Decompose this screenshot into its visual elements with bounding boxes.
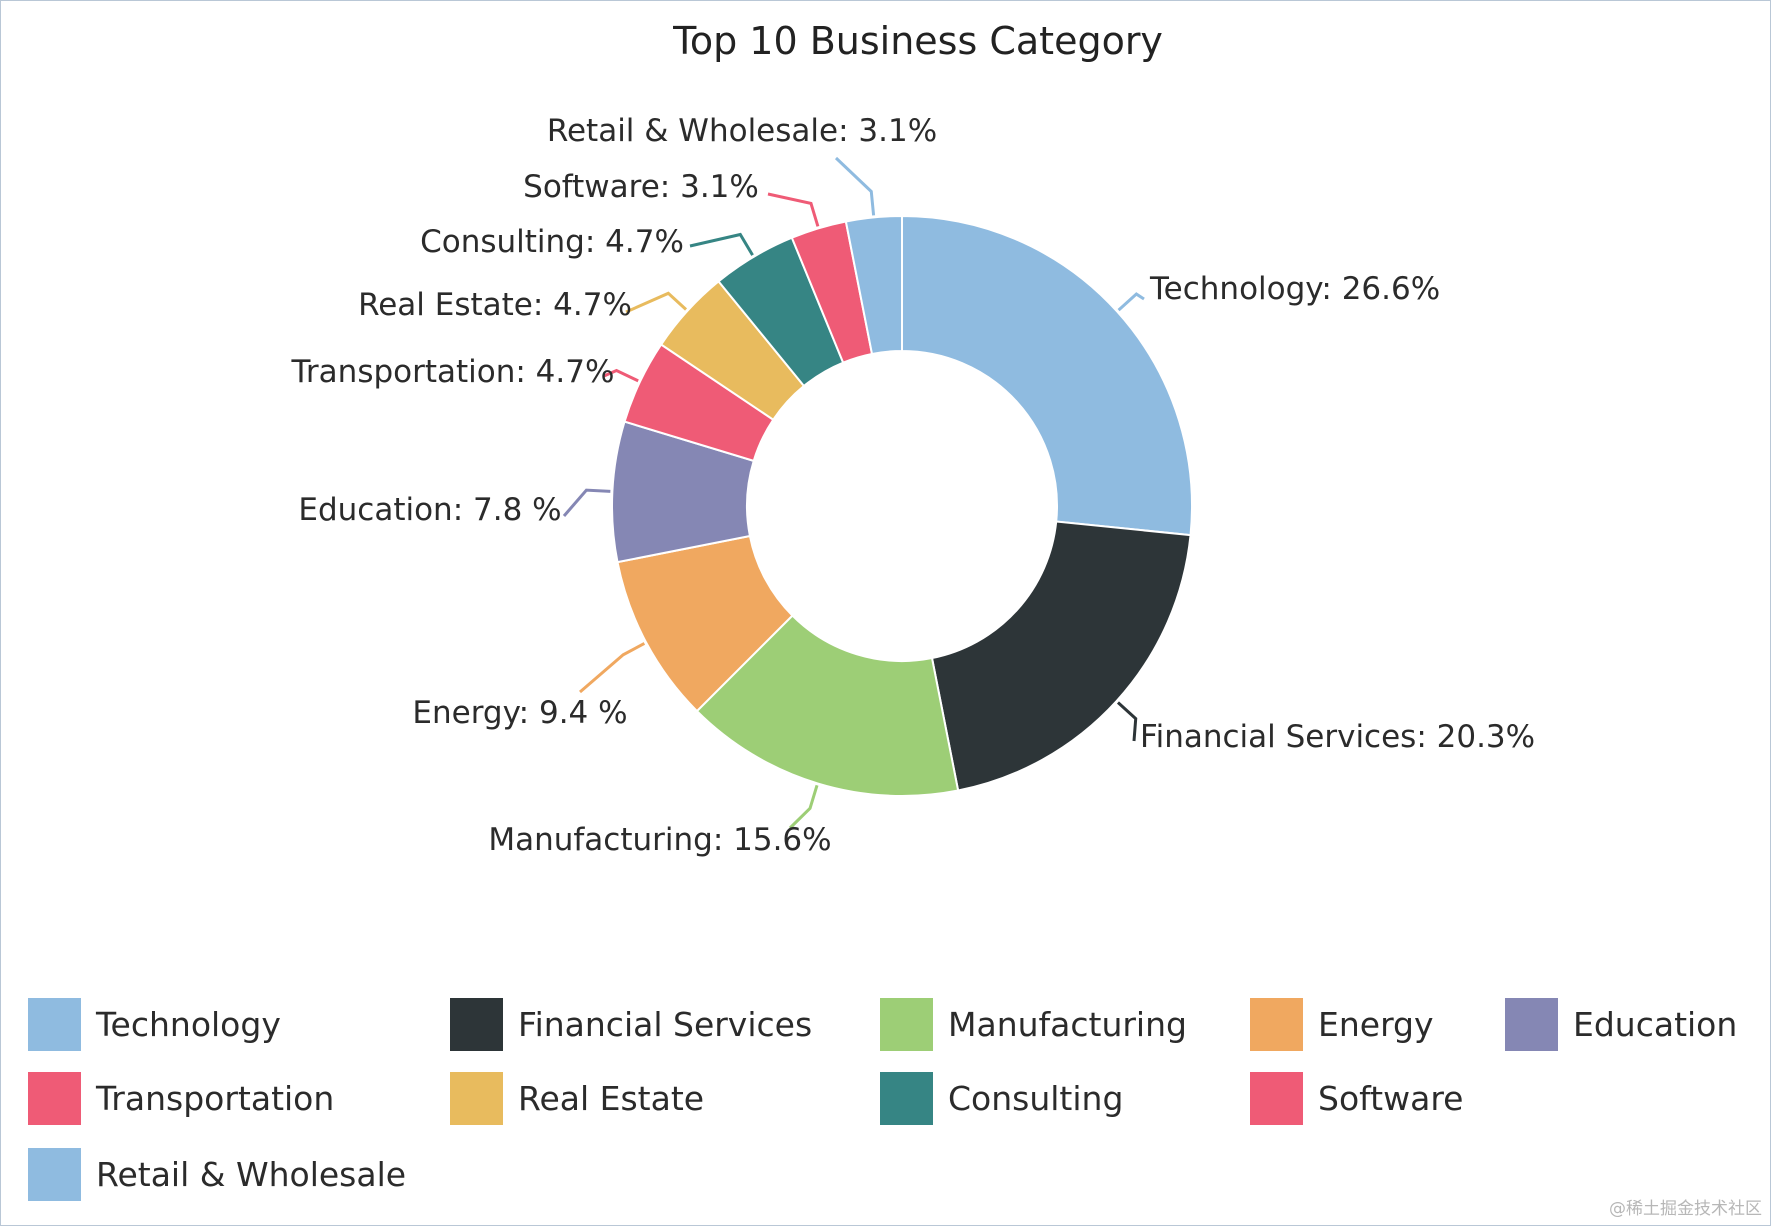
legend-label-real-estate: Real Estate	[518, 1079, 704, 1118]
legend-label-energy: Energy	[1318, 1005, 1434, 1044]
legend-label-software: Software	[1318, 1079, 1463, 1118]
legend-item-retail-and-wholesale[interactable]: Retail & Wholesale	[28, 1148, 406, 1201]
legend-item-energy[interactable]: Energy	[1250, 998, 1434, 1051]
legend: Technology Financial Services Manufacturin…	[28, 998, 1737, 1201]
slices-layer	[611, 214, 1194, 797]
chart-title: Top 10 Business Category	[672, 19, 1163, 63]
legend-swatch-software	[1250, 1072, 1303, 1125]
legend-label-retail-and-wholesale: Retail & Wholesale	[96, 1155, 406, 1194]
legend-label-transportation: Transportation	[95, 1079, 334, 1118]
legend-item-software[interactable]: Software	[1250, 1072, 1463, 1125]
leader-line-transportation	[603, 368, 639, 383]
slice-retail-and-wholesale[interactable]	[844, 214, 903, 356]
data-label-manufacturing: Manufacturing: 15.6%	[488, 822, 831, 858]
legend-swatch-manufacturing	[880, 998, 933, 1051]
legend-label-manufacturing: Manufacturing	[948, 1005, 1187, 1044]
leader-line-software	[767, 192, 820, 227]
legend-label-education: Education	[1573, 1005, 1737, 1044]
data-label-real-estate: Real Estate: 4.7%	[358, 287, 632, 323]
data-label-retail-and-wholesale: Retail & Wholesale: 3.1%	[547, 113, 937, 149]
data-label-energy: Energy: 9.4 %	[412, 695, 627, 731]
legend-swatch-financial-services	[450, 998, 503, 1051]
legend-item-consulting[interactable]: Consulting	[880, 1072, 1123, 1125]
data-label-financial-services: Financial Services: 20.3%	[1140, 719, 1535, 755]
legend-label-technology: Technology	[95, 1005, 281, 1044]
data-label-transportation: Transportation: 4.7%	[291, 354, 615, 390]
legend-label-financial-services: Financial Services	[518, 1005, 812, 1044]
leader-line-financial-services	[1116, 701, 1138, 742]
leader-line-consulting	[689, 232, 754, 256]
watermark-text: @稀土掘金技术社区	[1609, 1199, 1762, 1219]
legend-item-transportation[interactable]: Transportation	[28, 1072, 334, 1125]
legend-swatch-transportation	[28, 1072, 81, 1125]
legend-swatch-retail-and-wholesale	[28, 1148, 81, 1201]
legend-swatch-energy	[1250, 998, 1303, 1051]
legend-swatch-consulting	[880, 1072, 933, 1125]
leader-line-real-estate	[625, 291, 688, 314]
leader-line-manufacturing	[788, 784, 819, 830]
legend-swatch-education	[1505, 998, 1558, 1051]
legend-item-manufacturing[interactable]: Manufacturing	[880, 998, 1187, 1051]
slice-manufacturing[interactable]	[695, 614, 960, 797]
data-label-consulting: Consulting: 4.7%	[420, 224, 684, 260]
data-label-education: Education: 7.8 %	[298, 492, 561, 528]
data-label-software: Software: 3.1%	[523, 169, 759, 205]
leader-line-energy	[579, 642, 646, 694]
legend-item-education[interactable]: Education	[1505, 998, 1737, 1051]
legend-swatch-technology	[28, 998, 81, 1051]
legend-item-financial-services[interactable]: Financial Services	[450, 998, 812, 1051]
legend-item-technology[interactable]: Technology	[28, 998, 281, 1051]
legend-item-real-estate[interactable]: Real Estate	[450, 1072, 704, 1125]
legend-swatch-real-estate	[450, 1072, 503, 1125]
slice-financial-services[interactable]	[930, 520, 1192, 792]
leader-line-education	[562, 488, 611, 517]
leader-line-retail-and-wholesale	[834, 156, 876, 216]
slice-technology[interactable]	[901, 214, 1194, 537]
data-labels-layer: Technology: 26.6% Financial Services: 20.…	[291, 113, 1536, 858]
data-label-technology: Technology: 26.6%	[1149, 271, 1440, 307]
leader-line-technology	[1117, 292, 1145, 312]
legend-label-consulting: Consulting	[948, 1079, 1123, 1118]
leader-lines-layer	[562, 156, 1145, 830]
